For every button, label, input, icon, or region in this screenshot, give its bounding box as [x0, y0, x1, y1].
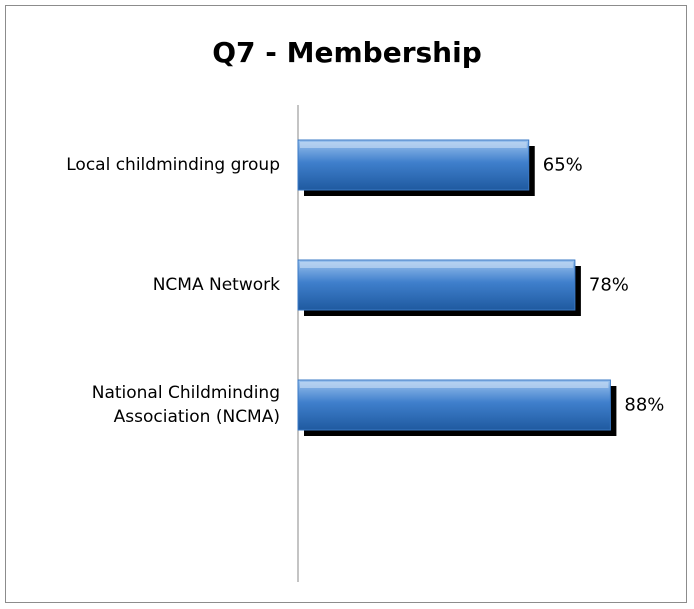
- bar-highlight: [300, 382, 609, 388]
- y-tick-label: NCMA Network: [152, 275, 280, 295]
- bar-highlight: [300, 142, 527, 148]
- chart-title: Q7 - Membership: [212, 36, 482, 69]
- bar: [297, 139, 530, 191]
- bar: [297, 259, 576, 311]
- chart-border: [5, 5, 687, 603]
- data-label: 78%: [588, 274, 629, 296]
- data-label: 88%: [624, 394, 665, 416]
- y-tick-label: Local childminding group: [66, 155, 280, 175]
- bar-highlight: [300, 262, 573, 268]
- y-tick-label: National Childminding Association (NCMA): [91, 383, 280, 427]
- data-label: 65%: [542, 154, 583, 176]
- bar: [297, 379, 611, 431]
